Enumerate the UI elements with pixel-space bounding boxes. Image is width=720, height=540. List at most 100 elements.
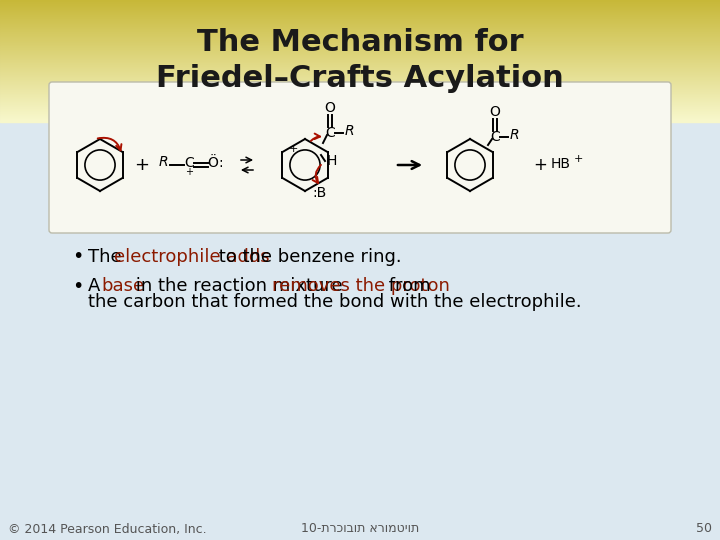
Text: +: +	[533, 156, 547, 174]
Bar	[0, 86, 720, 87]
Bar	[0, 23, 720, 24]
Bar	[0, 19, 720, 20]
Text: H: H	[327, 154, 337, 168]
Bar	[0, 2, 720, 3]
Bar	[0, 9, 720, 10]
Bar	[0, 68, 720, 69]
Bar	[0, 50, 720, 51]
Bar	[0, 11, 720, 12]
Bar	[0, 36, 720, 37]
Bar	[0, 38, 720, 39]
Bar	[0, 29, 720, 30]
Text: The Mechanism for: The Mechanism for	[197, 28, 523, 57]
Text: The: The	[88, 248, 127, 266]
Bar	[0, 77, 720, 78]
Text: to the benzene ring.: to the benzene ring.	[213, 248, 402, 266]
Bar	[0, 98, 720, 99]
Bar	[0, 72, 720, 73]
Text: Friedel–Crafts Acylation: Friedel–Crafts Acylation	[156, 64, 564, 93]
Text: •: •	[72, 247, 84, 267]
Bar	[0, 104, 720, 105]
Bar	[0, 113, 720, 114]
Text: in the reaction mixture: in the reaction mixture	[130, 277, 348, 295]
Bar	[0, 42, 720, 43]
Bar	[0, 119, 720, 120]
Bar	[0, 33, 720, 35]
Bar	[0, 97, 720, 98]
Bar	[0, 84, 720, 85]
Bar	[0, 117, 720, 118]
Bar	[0, 56, 720, 57]
Bar	[0, 87, 720, 88]
Bar	[0, 88, 720, 89]
Text: A: A	[88, 277, 106, 295]
Bar	[0, 46, 720, 48]
Bar	[0, 45, 720, 46]
Bar	[0, 106, 720, 107]
Text: from: from	[383, 277, 431, 295]
Bar	[0, 111, 720, 112]
Bar	[0, 112, 720, 113]
Bar	[0, 22, 720, 23]
Text: removes the proton: removes the proton	[272, 277, 450, 295]
Bar	[0, 5, 720, 6]
Bar	[0, 64, 720, 65]
Bar	[0, 37, 720, 38]
Bar	[0, 109, 720, 110]
Bar	[0, 69, 720, 70]
Bar	[0, 83, 720, 84]
Bar	[0, 114, 720, 116]
Bar	[0, 73, 720, 74]
Bar	[0, 96, 720, 97]
Bar	[0, 107, 720, 109]
Text: electrophile adds: electrophile adds	[114, 248, 269, 266]
Bar	[0, 95, 720, 96]
Bar	[0, 62, 720, 63]
Text: C: C	[184, 156, 194, 170]
Bar	[0, 105, 720, 106]
Bar	[0, 76, 720, 77]
Bar	[0, 26, 720, 28]
Bar	[0, 7, 720, 8]
Bar	[0, 118, 720, 119]
Bar	[0, 1, 720, 2]
Bar	[0, 82, 720, 83]
Bar	[0, 58, 720, 59]
Bar	[0, 12, 720, 13]
Bar	[0, 116, 720, 117]
Bar	[0, 63, 720, 64]
Bar	[0, 103, 720, 104]
Bar	[0, 49, 720, 50]
FancyBboxPatch shape	[49, 82, 671, 233]
Bar	[0, 52, 720, 53]
Text: :B: :B	[312, 186, 326, 200]
Bar	[0, 32, 720, 33]
Bar	[0, 102, 720, 103]
Text: O: O	[490, 105, 500, 119]
Bar	[0, 99, 720, 100]
Text: the carbon that formed the bond with the electrophile.: the carbon that formed the bond with the…	[88, 293, 582, 311]
Bar	[0, 10, 720, 11]
Bar	[0, 85, 720, 86]
Bar	[0, 53, 720, 55]
Bar	[0, 35, 720, 36]
Bar	[0, 28, 720, 29]
Text: •: •	[72, 276, 84, 295]
Bar	[0, 55, 720, 56]
Bar	[0, 48, 720, 49]
Bar	[0, 75, 720, 76]
Bar	[0, 3, 720, 4]
Text: +: +	[288, 144, 297, 154]
Bar	[0, 81, 720, 82]
Bar	[0, 80, 720, 81]
Bar	[0, 120, 720, 122]
Text: O: O	[325, 101, 336, 115]
Bar	[0, 110, 720, 111]
Bar	[0, 40, 720, 42]
Bar	[0, 51, 720, 52]
Bar	[0, 0, 720, 1]
Bar	[0, 93, 720, 94]
Bar	[0, 94, 720, 95]
Text: R: R	[158, 155, 168, 169]
Text: C: C	[325, 126, 335, 140]
